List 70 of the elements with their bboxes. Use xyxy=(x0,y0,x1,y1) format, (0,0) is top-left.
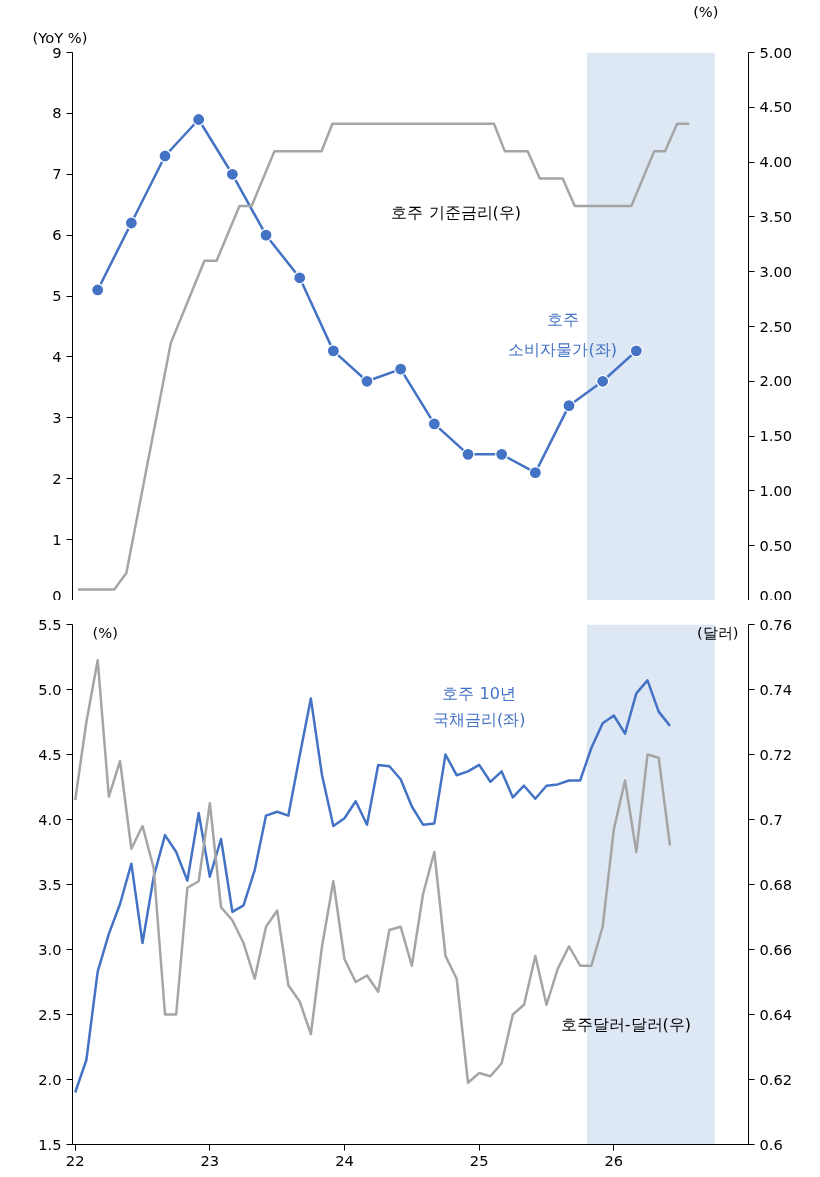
y-tick-label: 3.0 xyxy=(38,940,62,958)
y-tick-label: 4.5 xyxy=(38,745,62,763)
y2-tick-label: 3.00 xyxy=(759,262,793,280)
y-tick-label: 8 xyxy=(52,104,62,122)
y-tick-label: 1.5 xyxy=(38,1135,62,1153)
point xyxy=(192,112,206,127)
y2-tick-label: 0.74 xyxy=(759,680,793,698)
y-axis-title: (YoY %) xyxy=(32,28,88,46)
point xyxy=(562,399,576,413)
series-label: 호주 기준금리(우) xyxy=(391,202,522,222)
y-tick-label: 2.5 xyxy=(38,1005,62,1023)
point xyxy=(91,283,105,297)
series-label: 호주 10년 국채금리(좌) xyxy=(432,683,526,729)
y-axis-title: (%) xyxy=(92,623,118,641)
y2-axis-title: (%) xyxy=(693,2,719,20)
y2-tick-label: 1.00 xyxy=(759,481,793,499)
y-tick-label: 6 xyxy=(52,226,62,244)
y-tick-label: 0 xyxy=(52,586,62,604)
point xyxy=(158,149,172,163)
y-tick-label: 4 xyxy=(52,347,62,365)
y2-axis-title: (달러) xyxy=(697,623,739,641)
point xyxy=(225,167,239,181)
y2-tick-label: 0.50 xyxy=(759,536,793,554)
y2-tick-label: 0.64 xyxy=(759,1005,793,1023)
y2-tick-label: 2.00 xyxy=(759,372,793,390)
y2-tick-label: 0.68 xyxy=(759,875,793,893)
point xyxy=(461,447,475,461)
y-tick-label: 3 xyxy=(52,408,62,426)
y2-tick-label: 4.50 xyxy=(759,98,793,116)
point xyxy=(293,271,307,285)
point xyxy=(427,417,441,431)
y-tick-label: 9 xyxy=(52,43,62,61)
y2-tick-label: 0.66 xyxy=(759,940,793,958)
y2-tick-label: 0.6 xyxy=(759,1135,783,1153)
y2-tick-label: 0.00 xyxy=(759,586,793,604)
point xyxy=(360,374,374,388)
line-series xyxy=(76,122,691,591)
x-tick-label: 24 xyxy=(335,1151,354,1169)
point xyxy=(394,362,408,376)
x-tick-label: 25 xyxy=(469,1151,489,1169)
y2-tick-label: 0.76 xyxy=(759,615,793,633)
y2-tick-label: 0.62 xyxy=(759,1070,793,1088)
y-tick-label: 1 xyxy=(52,530,62,548)
y-tick-label: 3.5 xyxy=(38,875,62,893)
point xyxy=(124,216,138,230)
series-label: 호주달러-달러(우) xyxy=(560,1015,692,1035)
x-tick-label: 26 xyxy=(604,1151,624,1169)
y-tick-label: 4.0 xyxy=(38,810,62,828)
y-tick-label: 2 xyxy=(52,469,62,487)
y2-tick-label: 1.50 xyxy=(759,427,793,445)
y-tick-label: 5 xyxy=(52,287,62,305)
y-tick-label: 5.5 xyxy=(38,615,62,633)
y2-tick-label: 0.7 xyxy=(759,810,783,828)
y2-tick-label: 0.72 xyxy=(759,745,793,763)
y2-tick-label: 5.00 xyxy=(759,43,793,61)
series-label: 호주 소비자물가(좌) xyxy=(508,309,617,359)
y2-tick-label: 2.50 xyxy=(759,317,793,335)
point xyxy=(326,344,340,358)
x-tick-label: 23 xyxy=(200,1151,220,1169)
point xyxy=(259,228,273,242)
y2-tick-label: 4.00 xyxy=(759,153,793,171)
y2-tick-label: 3.50 xyxy=(759,207,793,225)
y-tick-label: 7 xyxy=(52,165,62,183)
x-tick-label: 22 xyxy=(65,1151,85,1169)
y-tick-label: 2.0 xyxy=(38,1070,62,1088)
y-tick-label: 5.0 xyxy=(38,680,62,698)
point xyxy=(629,344,643,358)
point xyxy=(495,447,509,461)
point xyxy=(528,466,542,480)
point xyxy=(596,374,610,388)
